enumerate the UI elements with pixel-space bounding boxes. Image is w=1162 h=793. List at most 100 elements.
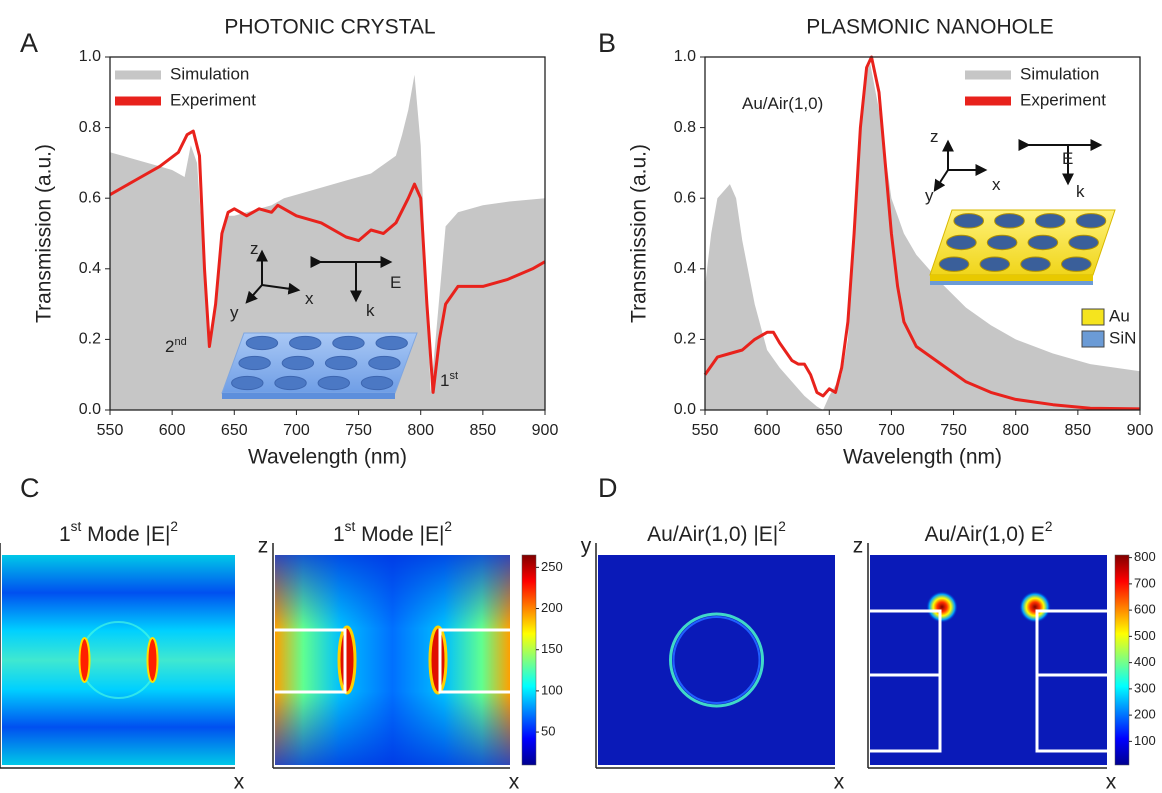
annotation: k [366,301,375,320]
hole [987,235,1017,249]
map-y-label: y [581,535,592,558]
annotation-part: st [449,370,458,382]
annotation: z [250,239,259,258]
legend-label: Experiment [170,90,256,109]
annotation-part: x [992,175,1001,194]
x-tick-label: 900 [532,422,559,439]
x-tick-label: 550 [97,422,124,439]
x-tick-label: 750 [345,422,372,439]
hole [939,257,969,271]
x-tick-label: 550 [692,422,719,439]
annotation: E [1062,149,1073,168]
map-title: Au/Air(1,0) E2 [925,519,1053,545]
material-swatch [1082,309,1104,325]
colorbar-tick-label: 400 [1134,654,1156,669]
hole [289,336,320,349]
map-title-part: 1 [59,523,71,546]
annotation-part: y [925,186,934,205]
hole [1061,257,1091,271]
panel-letter: B [598,28,616,58]
annotation-part: nd [174,336,186,348]
hot-edge [80,638,90,682]
x-tick-label: 700 [283,422,310,439]
colorbar-tick-label: 700 [1134,575,1156,590]
map-shade [275,555,510,765]
hole [325,356,356,369]
map-title-part: st [71,519,82,534]
y-tick-label: 0.8 [79,119,101,136]
panel-letter: C [20,473,40,503]
map-title: Au/Air(1,0) |E|2 [647,519,786,545]
x-tick-label: 700 [878,422,905,439]
y-tick-label: 1.0 [674,48,696,65]
map-bg [598,555,835,765]
y-tick-label: 0.8 [674,119,696,136]
field-map [2,555,235,765]
annotation: y [925,186,934,205]
hot-spot [1019,591,1051,623]
map-title-part: Mode |E| [355,523,444,546]
x-tick-label: 600 [159,422,186,439]
inset-arrow [935,170,948,190]
panel-letter: D [598,473,618,503]
x-tick-label: 850 [1065,422,1092,439]
y-tick-label: 0.0 [79,401,101,418]
hole [1076,214,1106,228]
y-axis-label: Transmission (a.u.) [628,144,651,323]
material-label: SiN [1109,328,1136,347]
y-axis-label: Transmission (a.u.) [33,144,56,323]
hole [1021,257,1051,271]
x-tick-label: 800 [1002,422,1029,439]
hole [995,214,1025,228]
map-x-label: x [509,771,520,793]
slab-side [930,275,1093,281]
map-title-part: Au/Air(1,0) |E| [647,523,778,546]
hot-edge [339,627,355,693]
hole [369,356,400,369]
x-axis-label: Wavelength (nm) [248,446,407,469]
colorbar-tick-label: 100 [1134,733,1156,748]
x-tick-label: 850 [470,422,497,439]
annotation-part: 1 [440,371,449,390]
annotation-part: E [1062,149,1073,168]
map-title-part: Mode |E| [81,523,170,546]
map-title: 1st Mode |E|2 [333,519,452,545]
hole [318,376,349,389]
x-axis-label: Wavelength (nm) [843,446,1002,469]
y-tick-label: 0.6 [674,189,696,206]
colorbar-tick-label: 100 [541,682,563,697]
map-title: 1st Mode |E|2 [59,519,178,545]
annotation-part: 2 [165,337,174,356]
annotation: z [930,127,939,146]
annotation-part: z [250,239,259,258]
map-title-part: 2 [778,519,786,534]
material-swatch [1082,331,1104,347]
annotation: x [992,175,1001,194]
hole [1028,235,1058,249]
hot-spot [926,591,958,623]
map-x-label: x [834,771,845,793]
colorbar-tick-label: 150 [541,641,563,656]
y-tick-label: 0.4 [79,260,101,277]
panel-letter: A [20,28,38,58]
map-bg [870,555,1107,765]
annotation-part: x [305,289,314,308]
colorbar-tick-label: 250 [541,559,563,574]
annotation: Au/Air(1,0) [742,94,823,113]
field-map [598,555,835,765]
y-tick-label: 0.2 [674,331,696,348]
material-label: Au [1109,306,1130,325]
field-map [870,555,1107,765]
annotation-part: z [930,127,939,146]
slab-side [222,393,395,399]
colorbar-tick-label: 50 [541,723,555,738]
map-title-part: 2 [170,519,178,534]
hole [246,336,277,349]
hole [1069,235,1099,249]
map-x-label: x [1106,771,1117,793]
colorbar-tick-label: 200 [541,600,563,615]
legend-label: Simulation [170,64,249,83]
colorbar-tick-label: 200 [1134,707,1156,722]
x-tick-label: 650 [816,422,843,439]
colorbar-tick-label: 300 [1134,680,1156,695]
